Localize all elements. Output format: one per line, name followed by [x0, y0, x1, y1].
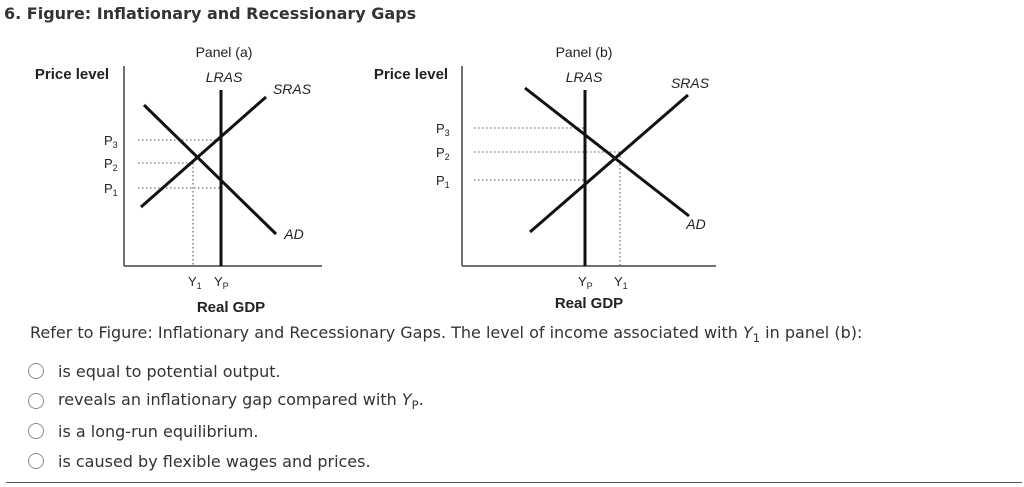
- answer-options: is equal to potential output. reveals an…: [28, 356, 424, 476]
- question-number: 6.: [4, 4, 22, 23]
- question-var-sub: 1: [752, 331, 761, 346]
- radio-button[interactable]: [28, 453, 44, 469]
- question-var: Y: [742, 323, 753, 342]
- panel-a-ad-label: AD: [283, 226, 303, 242]
- figure-title: Figure: Inflationary and Recessionary Ga…: [26, 4, 417, 23]
- panel-a-p1-label: P1: [104, 181, 118, 198]
- panel-b-sras-label: SRAS: [671, 75, 710, 91]
- panel-b-p3-label: P3: [436, 121, 450, 138]
- panel-a-y-axis-label: Price level: [35, 66, 109, 83]
- answer-option-2[interactable]: reveals an inflationary gap compared wit…: [28, 386, 424, 416]
- panel-b-y-axis-label: Price level: [374, 66, 448, 83]
- panel-a-p3-label: P3: [104, 133, 118, 150]
- panel-b-p1-label: P1: [436, 173, 450, 190]
- radio-button[interactable]: [28, 363, 44, 379]
- option-var-sub: P: [411, 398, 419, 413]
- panel-a-p2-label: P2: [104, 156, 118, 173]
- panel-a-lras-label: LRAS: [206, 69, 243, 85]
- panel-a-title: Panel (a): [196, 44, 253, 60]
- panel-b-title: Panel (b): [556, 44, 613, 60]
- panel-b-lras-label: LRAS: [566, 69, 603, 85]
- panel-b-yp-label: YP: [578, 274, 593, 291]
- panel-b-x-axis-label: Real GDP: [555, 295, 623, 312]
- panel-b-ad-label: AD: [685, 216, 705, 232]
- panel-a-sras-label: SRAS: [273, 81, 312, 97]
- answer-option-3[interactable]: is a long-run equilibrium.: [28, 416, 424, 446]
- option-label: reveals an inflationary gap compared wit…: [58, 389, 424, 413]
- radio-button[interactable]: [28, 393, 44, 409]
- panel-a-ad-curve: [142, 103, 278, 236]
- panel-a-y1-label: Y1: [188, 274, 202, 291]
- panel-a: Panel (a) Price level P3 P2 P1 LRAS SRAS…: [35, 44, 322, 316]
- panel-b-p2-label: P2: [436, 145, 450, 162]
- question-text: Refer to Figure: Inflationary and Recess…: [30, 323, 862, 345]
- panel-b-sras-curve: [529, 93, 689, 234]
- option-label: is equal to potential output.: [58, 361, 281, 381]
- divider: [6, 482, 1022, 483]
- radio-button[interactable]: [28, 423, 44, 439]
- option-var: Y: [401, 389, 412, 409]
- question-text-before: Refer to Figure: Inflationary and Recess…: [30, 323, 743, 342]
- panel-a-sras-curve: [140, 95, 267, 209]
- option-label: is caused by flexible wages and prices.: [58, 451, 371, 471]
- panel-b-ad-curve: [524, 86, 690, 218]
- answer-option-4[interactable]: is caused by flexible wages and prices.: [28, 446, 424, 476]
- panel-a-x-axis-label: Real GDP: [197, 299, 265, 316]
- panel-b-y1-label: Y1: [614, 274, 628, 291]
- option-label: is a long-run equilibrium.: [58, 421, 259, 441]
- gap-diagram: Panel (a) Price level P3 P2 P1 LRAS SRAS…: [35, 44, 716, 316]
- question-title: 6. Figure: Inflationary and Recessionary…: [4, 4, 416, 23]
- question-text-after: in panel (b):: [760, 323, 863, 342]
- answer-option-1[interactable]: is equal to potential output.: [28, 356, 424, 386]
- panel-a-yp-label: YP: [214, 274, 229, 291]
- panel-b: Panel (b) Price level P3 P2 P1 LRAS SRAS…: [374, 44, 716, 312]
